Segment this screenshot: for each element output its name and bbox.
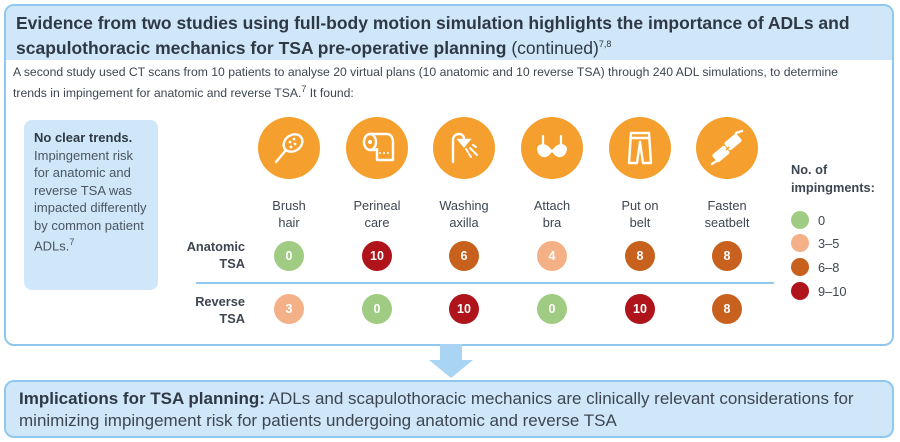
- legend-title: No. of impingments:: [791, 162, 875, 195]
- continued-label: (continued): [511, 37, 599, 58]
- implications-box: Implications for TSA planning: ADLs and …: [4, 380, 894, 438]
- legend-item-3-5: 3–5: [791, 234, 839, 252]
- legend-swatch: [791, 211, 809, 229]
- activity-label-put-on-belt: Put on belt: [621, 198, 659, 230]
- reverse-washing-axilla-value: 10: [449, 294, 479, 324]
- shower-icon: [433, 117, 495, 179]
- sidebox-ref: 7: [69, 237, 75, 247]
- card-header: Evidence from two studies using full-bod…: [6, 6, 892, 60]
- anatomic-put-on-belt-value: 8: [625, 241, 655, 271]
- intro-ref: 7: [301, 84, 307, 94]
- toilet-paper-icon: [346, 117, 408, 179]
- row-divider: [196, 282, 774, 284]
- anatomic-attach-bra-value: 4: [537, 241, 567, 271]
- legend-swatch: [791, 234, 809, 252]
- anatomic-brush-hair-value: 0: [274, 241, 304, 271]
- anatomic-fasten-seatbelt-value: 8: [712, 241, 742, 271]
- sidebox-body: Impingement risk for anatomic and revers…: [34, 147, 147, 254]
- down-arrow-icon: [429, 344, 473, 378]
- seatbelt-icon: [696, 117, 758, 179]
- anatomic-perineal-care-value: 10: [362, 241, 392, 271]
- legend-swatch: [791, 258, 809, 276]
- sidebox-lead: No clear trends.: [34, 130, 133, 145]
- bra-icon: [521, 117, 583, 179]
- activity-label-brush-hair: Brush hair: [272, 198, 306, 230]
- trousers-icon: [609, 117, 671, 179]
- reverse-attach-bra-value: 0: [537, 294, 567, 324]
- activity-label-fasten-seatbelt: Fasten seatbelt: [704, 198, 750, 230]
- title-refs: 7,8: [598, 39, 612, 49]
- row-label-anatomic: Anatomic TSA: [186, 239, 245, 271]
- anatomic-washing-axilla-value: 6: [449, 241, 479, 271]
- row-label-reverse: Reverse TSA: [195, 294, 245, 326]
- no-clear-trends-box: No clear trends. Impingement risk for an…: [24, 120, 158, 290]
- intro-text: A second study used CT scans from 10 pat…: [13, 65, 838, 101]
- activity-label-attach-bra: Attach bra: [533, 198, 571, 230]
- legend-swatch: [791, 282, 809, 300]
- reverse-brush-hair-value: 3: [274, 294, 304, 324]
- reverse-perineal-care-value: 0: [362, 294, 392, 324]
- legend-item-0: 0: [791, 211, 825, 229]
- reverse-put-on-belt-value: 10: [625, 294, 655, 324]
- implications-lead: Implications for TSA planning:: [19, 389, 265, 408]
- reverse-fasten-seatbelt-value: 8: [712, 294, 742, 324]
- activity-label-washing-axilla: Washing axilla: [439, 198, 489, 230]
- legend-item-9-10: 9–10: [791, 282, 846, 300]
- card-title: Evidence from two studies using full-bod…: [16, 13, 850, 58]
- legend-item-6-8: 6–8: [791, 258, 839, 276]
- brush-icon: [258, 117, 320, 179]
- implications-text: ADLs and scapulothoracic mechanics are c…: [19, 389, 854, 430]
- activity-label-perineal-care: Perineal care: [353, 198, 401, 230]
